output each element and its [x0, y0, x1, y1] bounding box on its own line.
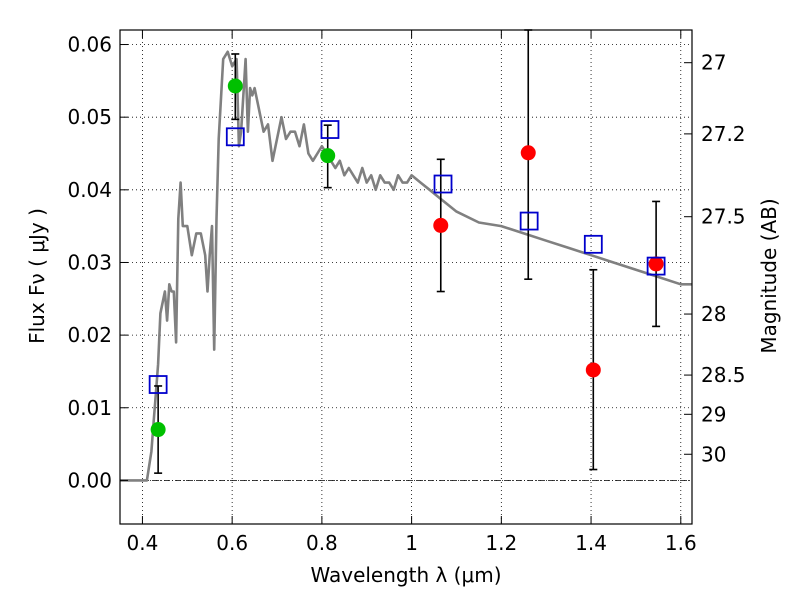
y2-tick-label: 28: [701, 302, 726, 326]
y-tick-label: 0.00: [67, 468, 112, 492]
data-point-square: [646, 256, 666, 276]
x-tick-labels: 0.4 0.6 0.8 1 1.2 1.4 1.6: [127, 531, 697, 555]
y-tick-label: 0.05: [67, 105, 112, 129]
data-point-square: [320, 120, 340, 139]
y2-tick-label: 27.5: [701, 205, 746, 229]
model-spectrum: [120, 50, 692, 482]
y2-axis-label: Magnitude (AB): [757, 198, 781, 353]
x-tick-label: 0.4: [127, 531, 159, 555]
data-point-circle: [150, 422, 166, 438]
data-point-circle: [227, 78, 243, 94]
y-tick-label: 0.01: [67, 396, 112, 420]
y-tick-label: 0.04: [67, 178, 112, 202]
data-point-square: [225, 127, 245, 147]
y2-tick-label: 28.5: [701, 363, 746, 387]
y-tick-label: 0.03: [67, 250, 112, 274]
data-point-square: [583, 234, 603, 254]
data-point-circle: [433, 217, 449, 233]
data-point-circle: [648, 256, 664, 272]
x-tick-label: 1.2: [485, 531, 517, 555]
data-point-circle: [585, 362, 601, 378]
y2-tick-label: 29: [701, 402, 726, 426]
data-point-square: [148, 375, 168, 394]
x-tick-label: 1: [405, 531, 418, 555]
axis-ticks: [120, 30, 692, 524]
y-tick-label: 0.02: [67, 323, 112, 347]
y2-tick-label: 27: [701, 51, 726, 75]
x-axis-label: Wavelength λ (μm): [310, 563, 501, 587]
x-tick-label: 1.6: [665, 531, 697, 555]
x-tick-label: 0.8: [306, 531, 338, 555]
spectrum-line: [120, 50, 692, 482]
data-point-square: [433, 174, 453, 194]
y-tick-labels: 0.00 0.01 0.02 0.03 0.04 0.05 0.06: [67, 33, 112, 493]
y2-tick-label: 30: [701, 442, 726, 466]
x-tick-label: 1.4: [575, 531, 607, 555]
data-point-square: [519, 211, 539, 231]
y-axis-label: Flux Fν ( μJy ): [25, 208, 49, 344]
data-markers: [148, 78, 666, 438]
data-point-circle: [520, 145, 536, 161]
data-point-circle: [320, 148, 336, 164]
y-tick-label: 0.06: [67, 33, 112, 57]
y2-tick-label: 27.2: [701, 122, 746, 146]
plot-frame: [119, 29, 693, 525]
x-tick-label: 0.6: [216, 531, 248, 555]
y2-tick-labels: 27 27.2 27.5 28 28.5 29 30: [701, 51, 746, 467]
